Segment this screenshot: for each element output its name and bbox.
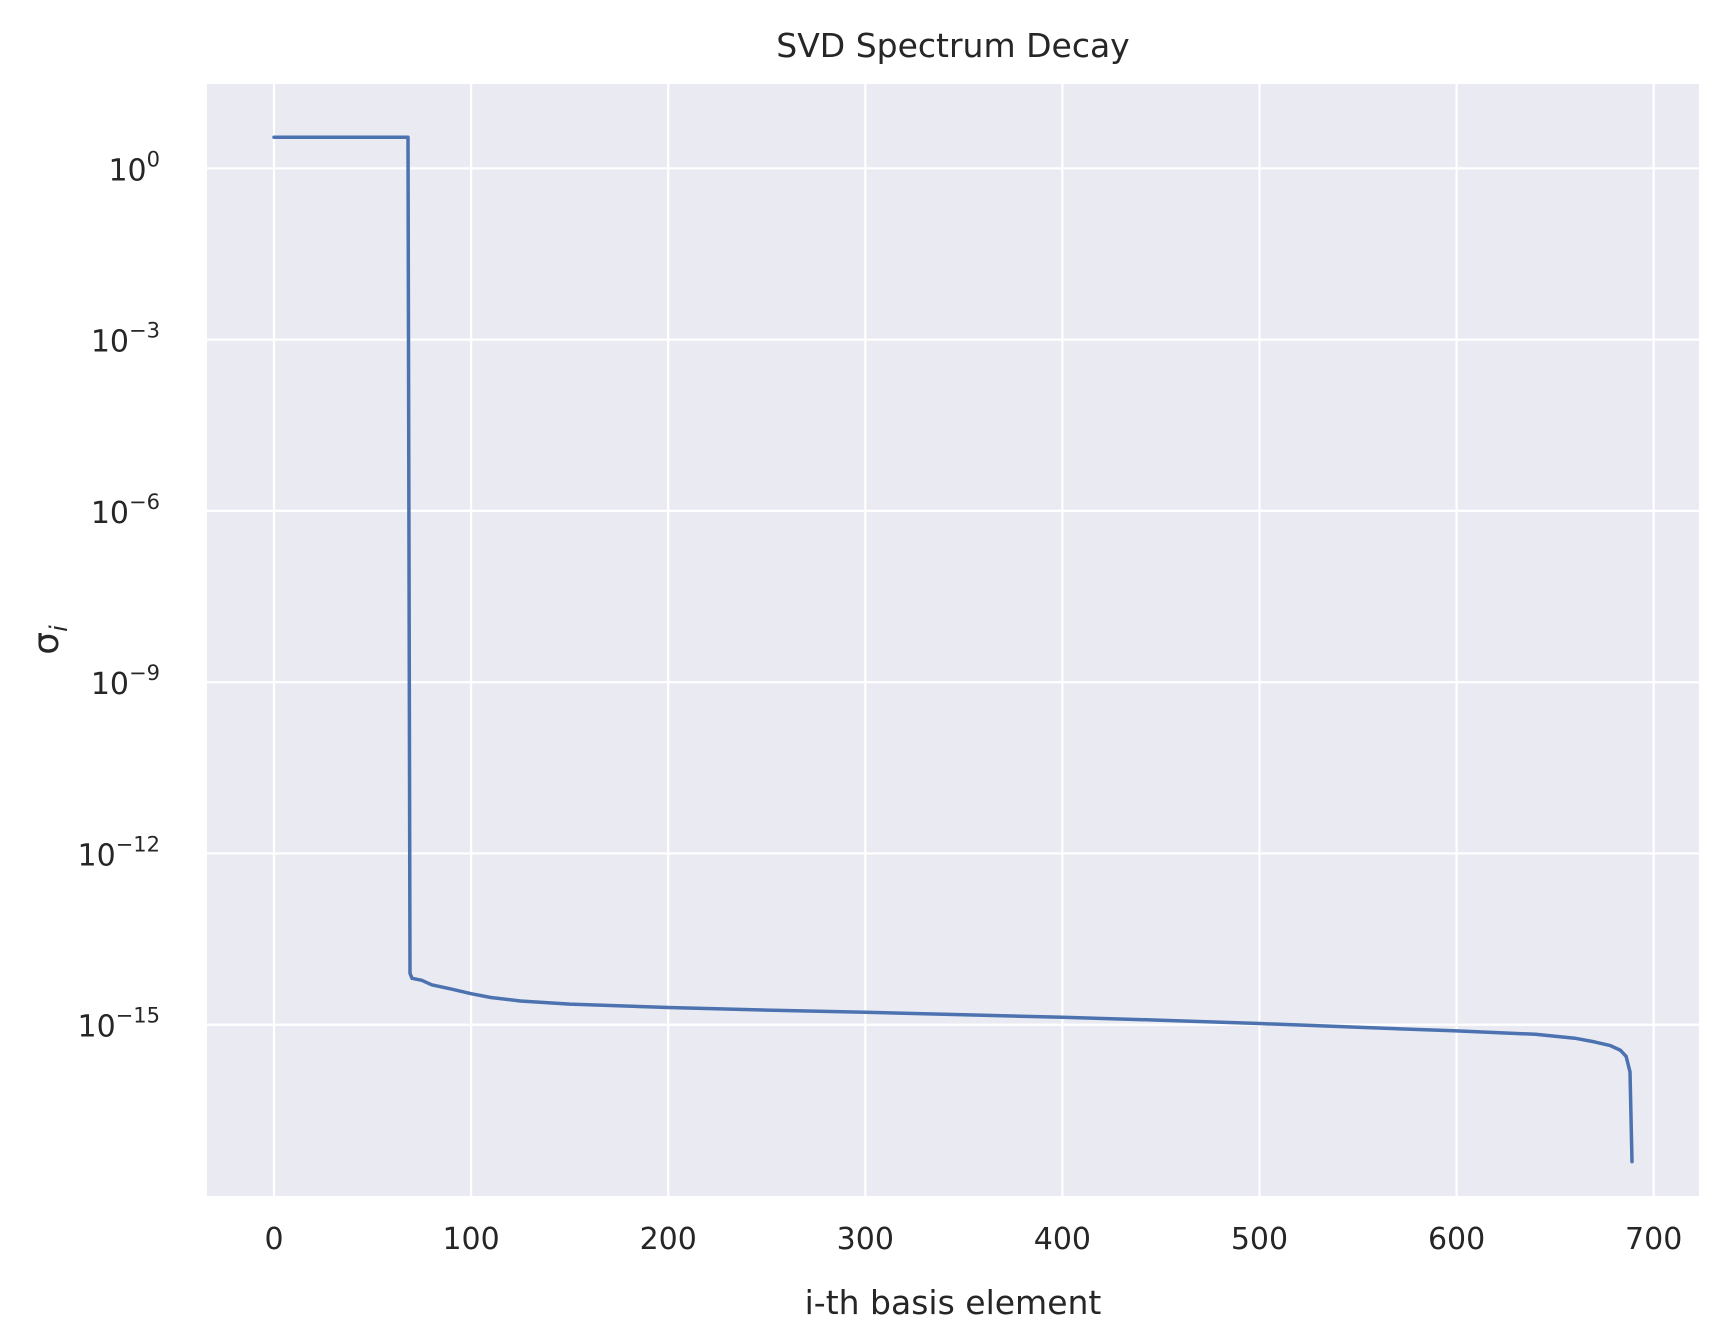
x-tick-label: 500 [1231, 1222, 1288, 1257]
y-axis-label: σi [26, 625, 73, 655]
x-axis-label: i-th basis element [805, 1283, 1102, 1322]
y-axis-label-subscript: i [45, 625, 73, 632]
x-tick-label: 0 [264, 1222, 283, 1257]
gridlines [207, 84, 1699, 1196]
x-tick-label: 300 [837, 1222, 894, 1257]
plot-area [207, 84, 1699, 1196]
y-axis-label-symbol: σ [26, 632, 67, 655]
y-tick-label: 10−3 [91, 319, 160, 360]
y-tick-label: 100 [108, 147, 160, 188]
y-tick-labels: 100 10−3 10−6 10−9 10−12 10−15 [77, 147, 160, 1044]
x-tick-label: 100 [442, 1222, 499, 1257]
x-tick-label: 700 [1625, 1222, 1682, 1257]
y-tick-label: 10−9 [91, 661, 160, 702]
series-layer [272, 135, 1634, 1164]
series-line [272, 135, 1634, 1164]
x-tick-label: 400 [1034, 1222, 1091, 1257]
x-tick-labels: 0 100 200 300 400 500 600 700 [264, 1222, 1682, 1257]
chart-title: SVD Spectrum Decay [776, 26, 1129, 65]
y-tick-label: 10−12 [77, 832, 160, 873]
y-tick-label: 10−6 [91, 490, 160, 531]
y-tick-label: 10−15 [77, 1004, 160, 1045]
x-tick-label: 600 [1428, 1222, 1485, 1257]
x-tick-label: 200 [640, 1222, 697, 1257]
